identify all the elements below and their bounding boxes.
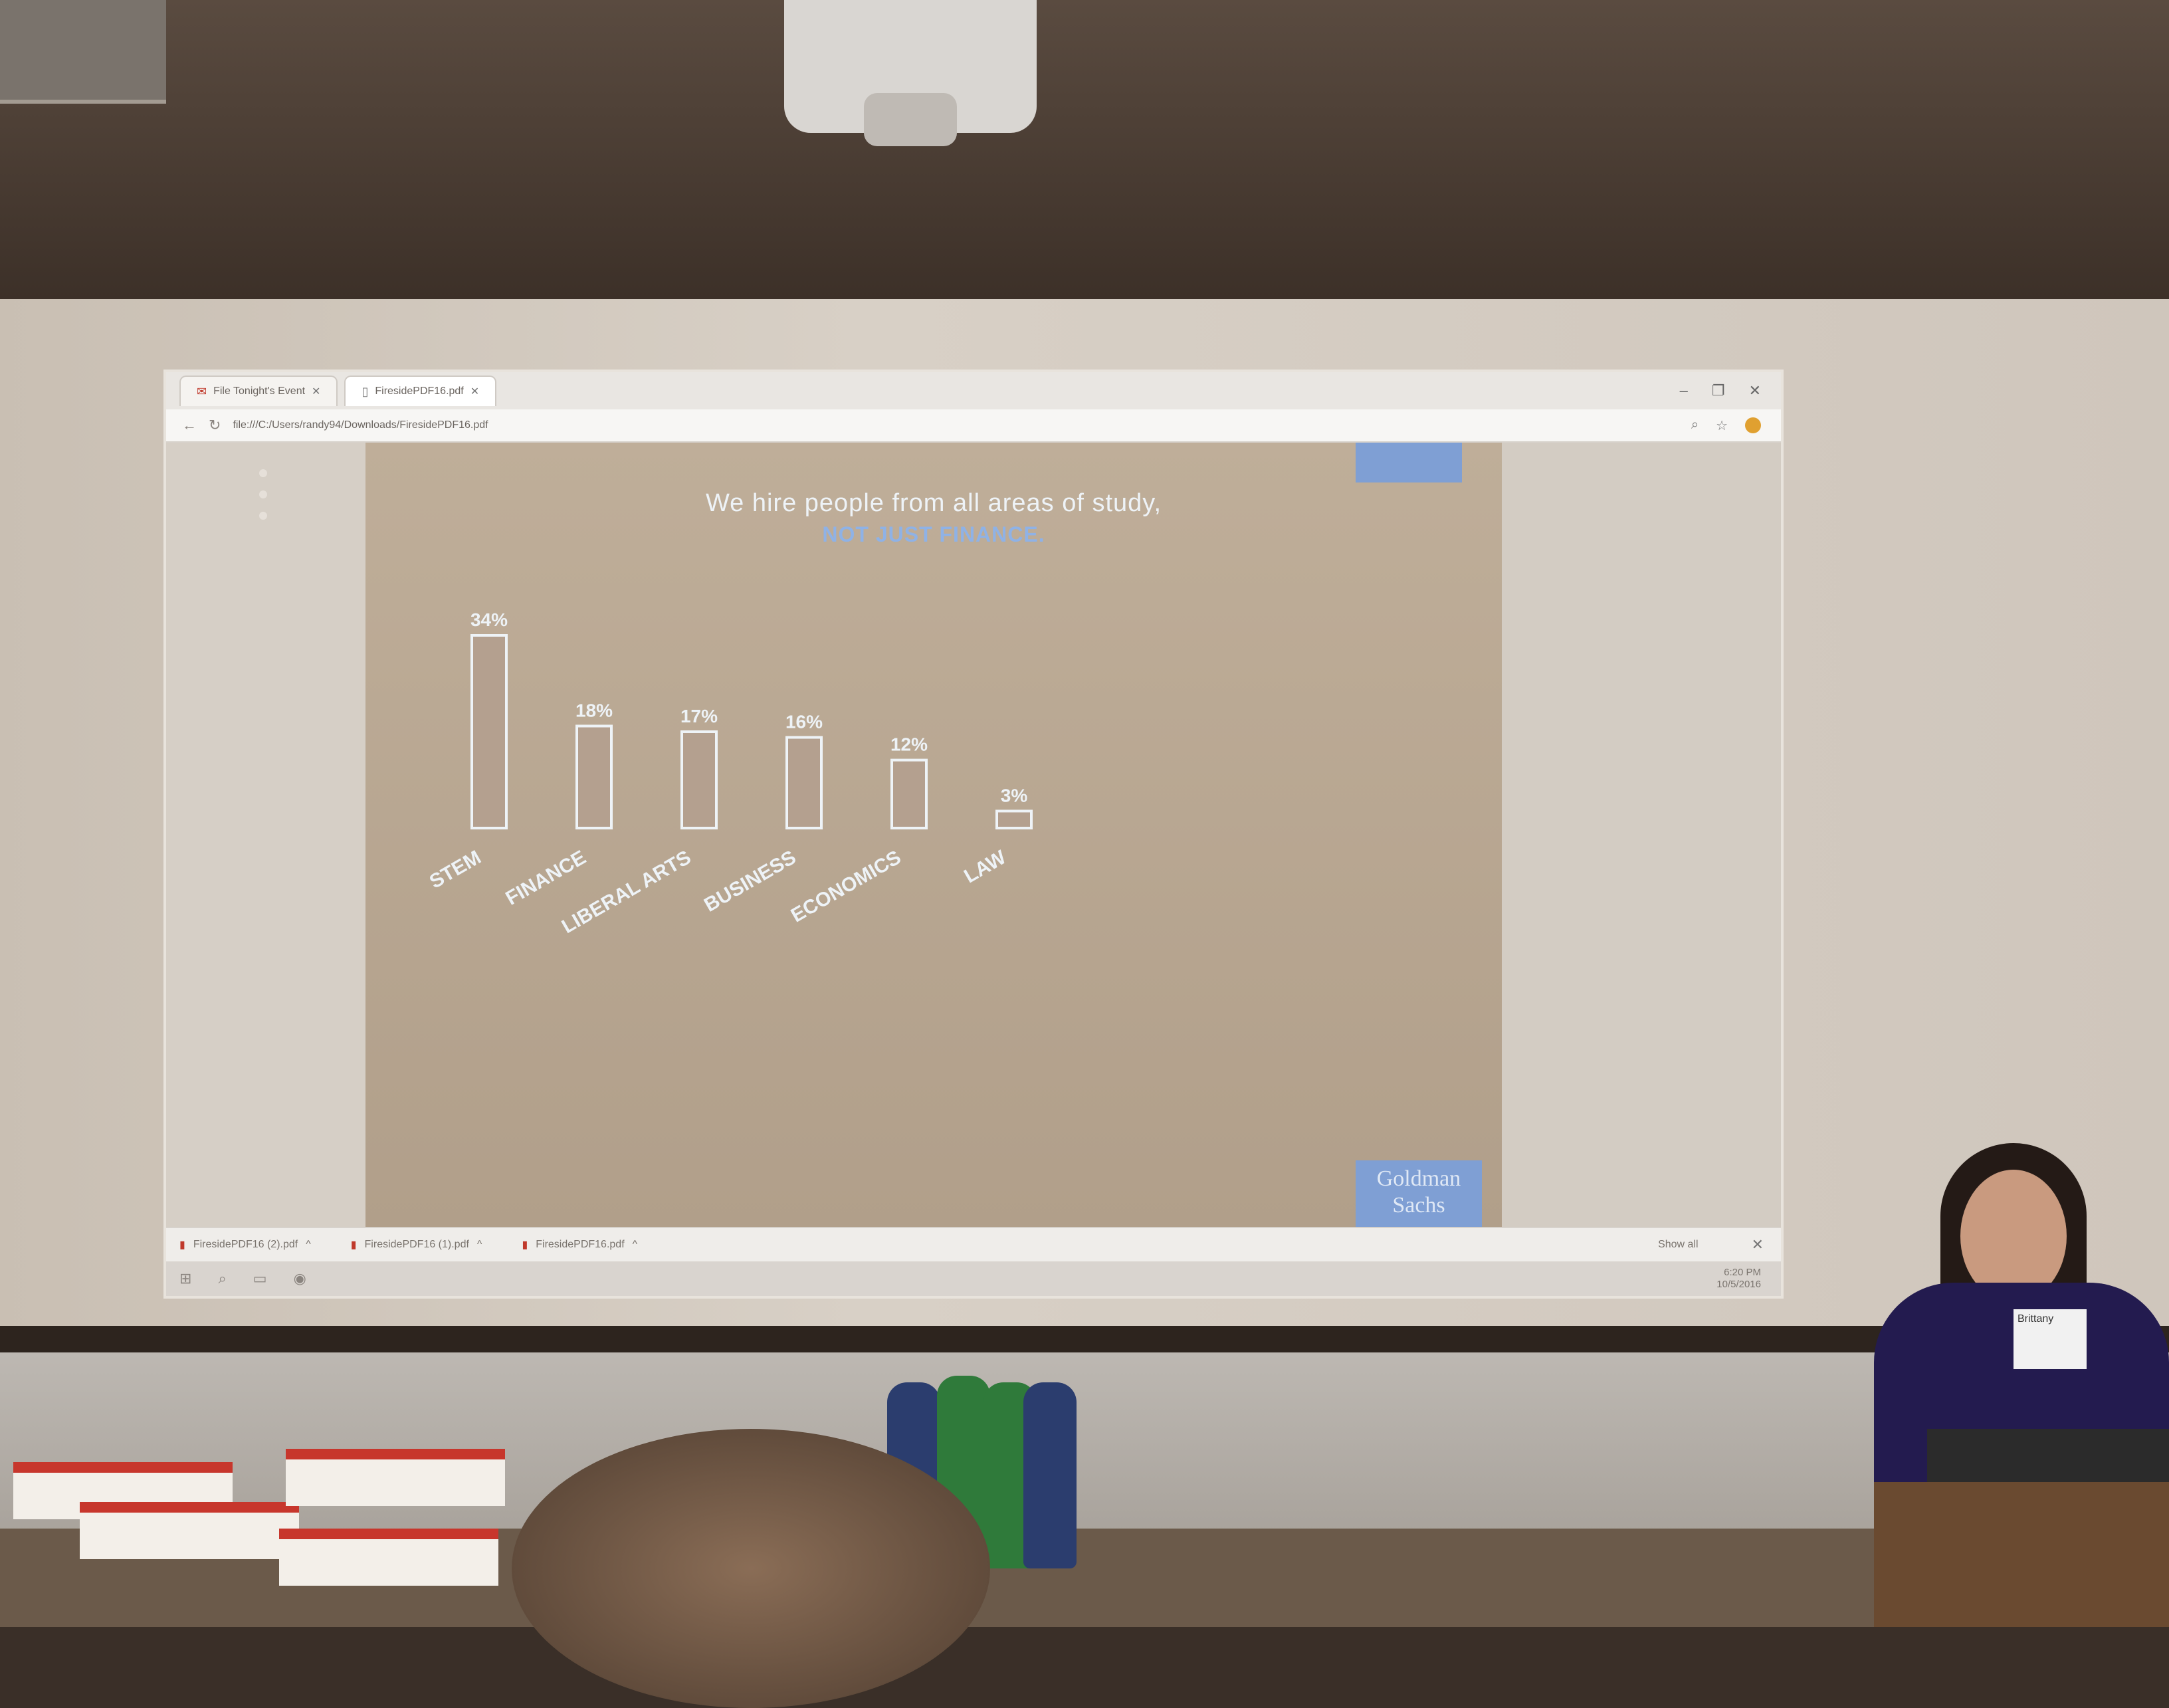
close-icon[interactable]: ✕ xyxy=(1751,1236,1764,1253)
pizza-box xyxy=(80,1502,299,1559)
pdf-icon: ▮ xyxy=(179,1239,185,1251)
badge-name: Brittany xyxy=(2017,1313,2054,1325)
download-item[interactable]: ▮ FiresidePDF16 (2).pdf ^ xyxy=(179,1238,311,1251)
tab-gmail[interactable]: ✉ File Tonight's Event ✕ xyxy=(179,375,338,406)
data-label: 17% xyxy=(680,706,718,726)
document-icon: ▯ xyxy=(362,384,369,398)
windows-start-icon[interactable]: ⊞ xyxy=(179,1270,192,1287)
pdf-thumbnail-pane xyxy=(166,443,365,1227)
tab-pdf[interactable]: ▯ FiresidePDF16.pdf ✕ xyxy=(344,375,497,406)
bar-stem xyxy=(470,634,508,829)
chevron-up-icon[interactable]: ^ xyxy=(306,1239,311,1250)
tab-label: FiresidePDF16.pdf xyxy=(375,385,464,397)
bookmark-star-icon[interactable]: ☆ xyxy=(1716,418,1728,433)
task-view-icon[interactable]: ▭ xyxy=(253,1270,267,1287)
bar-business xyxy=(785,736,823,829)
logo-text: Goldman Sachs xyxy=(1376,1166,1461,1218)
ceiling xyxy=(0,0,2169,312)
search-icon[interactable]: ⌕ xyxy=(218,1270,227,1287)
slide-accent-block xyxy=(1356,443,1462,482)
windows-taskbar: ⊞ ⌕ ▭ ◉ 6:20 PM 10/5/2016 xyxy=(166,1261,1781,1296)
bar-finance xyxy=(575,724,613,829)
chevron-up-icon[interactable]: ^ xyxy=(476,1239,482,1250)
ceiling-vent xyxy=(0,0,166,104)
clock-date: 10/5/2016 xyxy=(1716,1279,1761,1290)
download-bar: ▮ FiresidePDF16 (2).pdf ^ ▮ FiresidePDF1… xyxy=(166,1227,1781,1261)
chevron-up-icon[interactable]: ^ xyxy=(632,1239,638,1250)
data-label: 12% xyxy=(890,734,928,755)
pdf-icon: ▮ xyxy=(350,1239,357,1251)
projector-mount xyxy=(864,93,957,146)
category-label: FINANCE xyxy=(502,846,590,909)
close-window-icon[interactable]: ✕ xyxy=(1748,382,1761,399)
address-bar: ← ↻ file:///C:/Users/randy94/Downloads/F… xyxy=(166,409,1781,443)
thumbnail-dot[interactable] xyxy=(259,469,267,477)
browser-window: ✉ File Tonight's Event ✕ ▯ FiresidePDF16… xyxy=(166,372,1781,1296)
data-label: 34% xyxy=(470,609,508,630)
download-item[interactable]: ▮ FiresidePDF16 (1).pdf ^ xyxy=(351,1238,482,1251)
thumbnail-dot[interactable] xyxy=(259,512,267,520)
thumbnail-dot[interactable] xyxy=(259,490,267,498)
download-filename: FiresidePDF16 (1).pdf xyxy=(364,1239,469,1250)
gmail-icon: ✉ xyxy=(197,384,207,398)
goldman-sachs-logo: Goldman Sachs xyxy=(1356,1160,1482,1227)
back-icon[interactable]: ← xyxy=(182,417,197,433)
data-label: 16% xyxy=(785,712,823,732)
data-label: 18% xyxy=(575,700,613,720)
download-filename: FiresidePDF16 (2).pdf xyxy=(193,1239,298,1250)
pdf-side-margin xyxy=(1502,443,1781,1227)
window-controls: – ❐ ✕ xyxy=(1680,382,1781,399)
pizza-box xyxy=(286,1449,505,1506)
bar-law xyxy=(995,809,1033,829)
zoom-icon[interactable]: ⌕ xyxy=(1691,417,1699,432)
presenter-face xyxy=(1960,1170,2067,1303)
soda-bottle xyxy=(1023,1382,1077,1568)
restore-icon[interactable]: ❐ xyxy=(1711,382,1725,399)
reload-icon[interactable]: ↻ xyxy=(209,417,221,433)
audience-head xyxy=(512,1429,990,1708)
category-label: STEM xyxy=(426,846,485,893)
chrome-icon[interactable]: ◉ xyxy=(293,1270,306,1287)
slide-title: We hire people from all areas of study, xyxy=(705,489,1162,517)
name-badge: Brittany xyxy=(2014,1309,2087,1369)
pdf-icon: ▮ xyxy=(522,1239,528,1251)
show-all-link[interactable]: Show all xyxy=(1658,1239,1699,1250)
address-actions: ⌕ ☆ xyxy=(1691,417,1781,434)
close-icon[interactable]: ✕ xyxy=(470,386,480,397)
bar-economics xyxy=(890,758,928,830)
extension-icon[interactable] xyxy=(1745,417,1761,433)
bar-liberal-arts xyxy=(680,730,718,829)
category-label: BUSINESS xyxy=(700,846,799,916)
category-label: LAW xyxy=(960,846,1010,887)
podium xyxy=(1874,1482,2169,1627)
tab-label: File Tonight's Event xyxy=(213,385,306,397)
pdf-slide: We hire people from all areas of study, … xyxy=(365,443,1502,1227)
pizza-box xyxy=(279,1529,498,1586)
data-label: 3% xyxy=(1001,785,1028,805)
taskbar-clock[interactable]: 6:20 PM 10/5/2016 xyxy=(1716,1267,1781,1291)
minimize-icon[interactable]: – xyxy=(1679,382,1688,399)
category-label: ECONOMICS xyxy=(787,846,905,926)
screen-bottom-edge xyxy=(0,1326,2169,1352)
tab-bar: ✉ File Tonight's Event ✕ ▯ FiresidePDF16… xyxy=(166,372,1781,409)
download-filename: FiresidePDF16.pdf xyxy=(536,1239,625,1250)
slide-subtitle: NOT JUST FINANCE. xyxy=(822,522,1045,546)
close-icon[interactable]: ✕ xyxy=(312,386,321,397)
download-item[interactable]: ▮ FiresidePDF16.pdf ^ xyxy=(522,1238,637,1251)
clock-time: 6:20 PM xyxy=(1724,1267,1761,1278)
url-field[interactable]: file:///C:/Users/randy94/Downloads/Fires… xyxy=(233,419,488,431)
